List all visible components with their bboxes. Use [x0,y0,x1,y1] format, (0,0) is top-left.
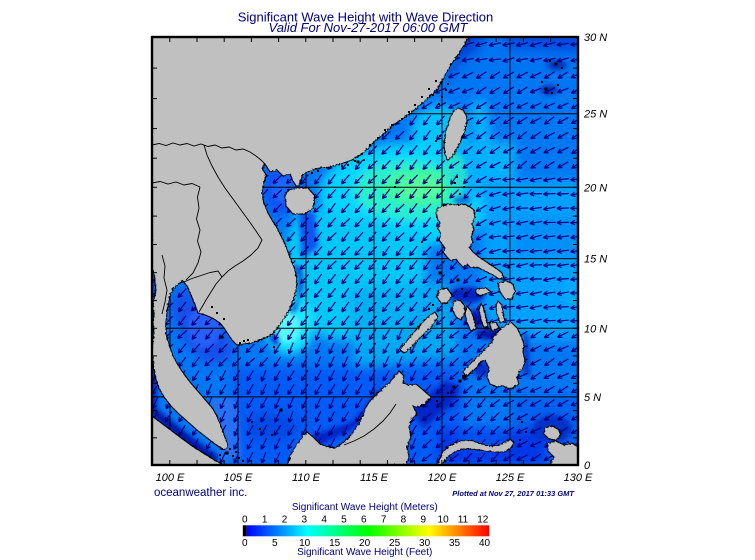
svg-text:100 E: 100 E [156,472,185,484]
svg-text:4: 4 [321,515,327,526]
svg-text:10 N: 10 N [584,323,607,335]
svg-text:115 E: 115 E [360,472,389,484]
svg-text:5: 5 [272,538,278,549]
svg-text:105 E: 105 E [224,472,253,484]
svg-text:Plotted at Nov 27, 2017 01:33: Plotted at Nov 27, 2017 01:33 GMT [452,489,575,498]
svg-text:15 N: 15 N [584,254,607,266]
svg-text:30 N: 30 N [584,32,607,44]
svg-text:1: 1 [262,515,268,526]
svg-text:20 N: 20 N [583,182,607,194]
svg-text:30: 30 [419,538,431,549]
svg-text:0: 0 [584,460,591,472]
svg-text:10: 10 [299,538,311,549]
svg-text:8: 8 [401,515,407,526]
svg-text:12: 12 [477,515,489,526]
svg-text:25: 25 [389,538,401,549]
svg-text:9: 9 [421,515,427,526]
svg-text:Significant Wave Height with W: Significant Wave Height with Wave Direct… [238,10,494,25]
svg-text:10: 10 [438,515,450,526]
svg-text:110 E: 110 E [292,472,321,484]
svg-text:2: 2 [282,515,288,526]
svg-text:35: 35 [449,538,461,549]
svg-text:0: 0 [242,538,248,549]
svg-text:0: 0 [242,515,248,526]
svg-text:3: 3 [302,515,308,526]
svg-text:Valid For Nov-27-2017 06:00 GM: Valid For Nov-27-2017 06:00 GMT [269,20,469,35]
svg-text:5: 5 [341,515,347,526]
svg-text:11: 11 [458,515,469,526]
svg-text:15: 15 [329,538,341,549]
svg-text:125 E: 125 E [496,472,525,484]
svg-text:7: 7 [381,515,387,526]
svg-text:5 N: 5 N [584,392,601,404]
svg-text:40: 40 [479,538,491,549]
svg-text:130 E: 130 E [564,472,593,484]
svg-text:oceanweather inc.: oceanweather inc. [154,487,247,499]
svg-text:20: 20 [359,538,371,549]
svg-text:120 E: 120 E [428,472,457,484]
svg-text:6: 6 [361,515,367,526]
svg-text:25 N: 25 N [583,109,607,121]
svg-text:Significant Wave Height (Meter: Significant Wave Height (Meters) [292,502,438,513]
svg-text:Significant Wave Height (Feet): Significant Wave Height (Feet) [297,547,432,558]
